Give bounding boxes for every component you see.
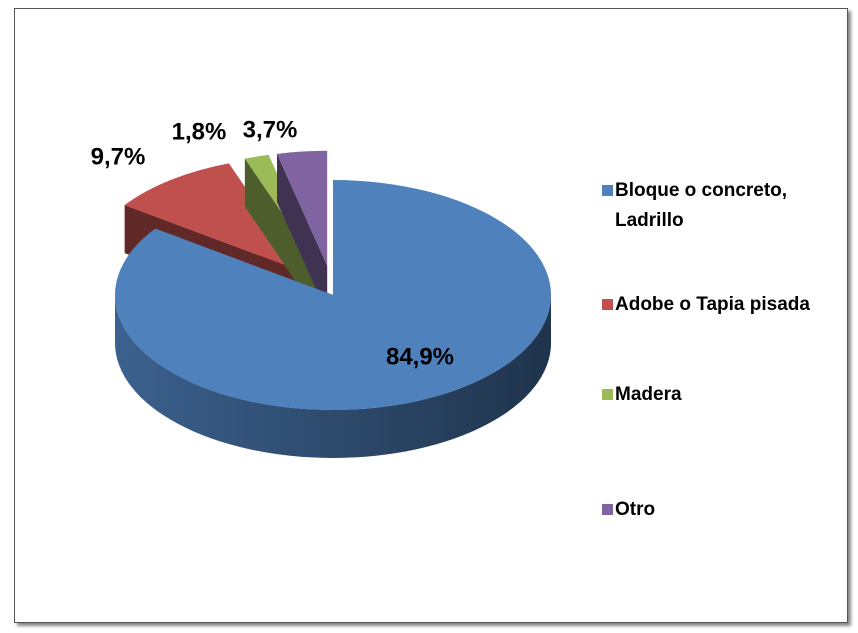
- data-label: 3,7%: [243, 116, 298, 143]
- data-label: 9,7%: [91, 143, 146, 170]
- data-label: 84,9%: [386, 343, 454, 370]
- legend-swatch: [602, 504, 613, 515]
- slice: [276, 150, 328, 314]
- slice-side-shade: [276, 153, 328, 314]
- slice-top: [124, 163, 303, 272]
- legend-swatch: [602, 185, 613, 196]
- legend-label: Otro: [615, 499, 656, 520]
- slice-side-shade: [244, 158, 319, 315]
- slice-top: [276, 150, 328, 266]
- legend-swatch: [602, 389, 613, 400]
- legend-label: Adobe o Tapia pisada: [615, 294, 810, 315]
- slice-wall-shade: [115, 295, 551, 458]
- legend-swatch: [602, 299, 613, 310]
- slice-top: [114, 180, 551, 411]
- data-label: 1,8%: [172, 118, 227, 145]
- slice: [114, 180, 551, 458]
- legend-label: Madera: [615, 384, 682, 405]
- legend-label: Bloque o concreto, Ladrillo: [615, 180, 788, 231]
